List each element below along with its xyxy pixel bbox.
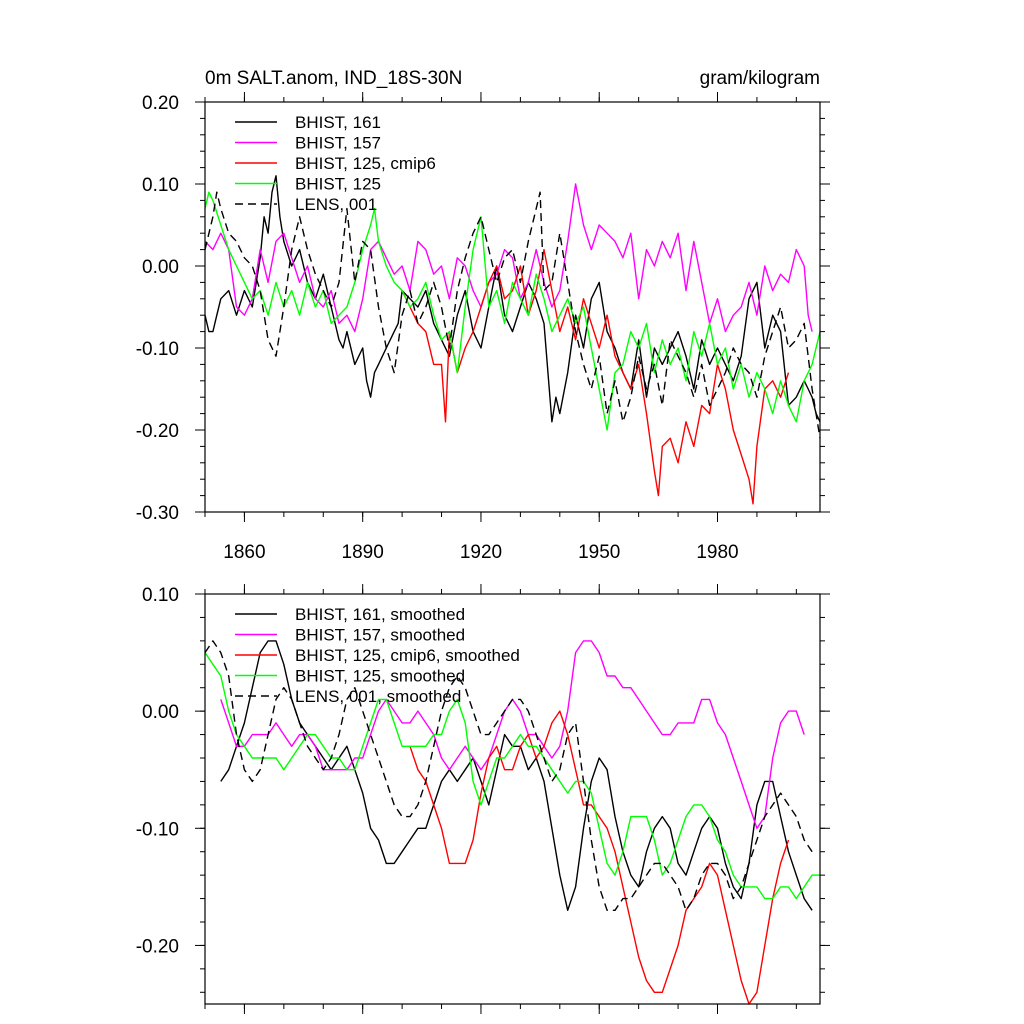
bottom-ticks: 0.10 0.00 -0.10 -0.20	[136, 584, 830, 1014]
bottom-series-line-1	[220, 640, 813, 911]
bottom-series-line-4	[204, 652, 820, 900]
top-x-tick-label: 1920	[460, 542, 502, 563]
top-legend-label-4: BHIST, 125	[295, 175, 381, 194]
bottom-y-tick-label: -0.20	[136, 936, 179, 957]
top-plot-frame	[204, 101, 821, 513]
top-series-line-3	[401, 248, 790, 505]
bottom-legend: BHIST, 161, smoothed BHIST, 157, smoothed…	[235, 605, 520, 706]
bottom-legend-label-4: BHIST, 125, smoothed	[295, 667, 465, 686]
top-x-tick-label: 1860	[223, 542, 265, 563]
top-y-tick-label: -0.10	[136, 339, 179, 360]
bottom-plot-frame	[204, 593, 821, 1005]
top-series-lines	[204, 175, 821, 505]
bottom-y-tick-label: -0.10	[136, 819, 179, 840]
bottom-panel: 0.100.00-0.10-0.20 BHIST, 161, smoothedB…	[136, 584, 830, 1014]
top-chart-units: gram/kilogram	[700, 68, 820, 89]
bottom-legend-label-3: BHIST, 125, cmip6, smoothed	[295, 646, 520, 665]
top-y-tick-label: -0.20	[136, 421, 179, 442]
top-x-tick-label: 1890	[342, 542, 384, 563]
top-y-tick-label: -0.30	[136, 503, 179, 524]
top-legend-label-2: BHIST, 157	[295, 134, 381, 153]
top-legend-label-3: BHIST, 125, cmip6	[295, 154, 436, 173]
bottom-y-tick-label: 0.10	[142, 585, 179, 606]
bottom-legend-label-5: LENS, 001, smoothed	[295, 687, 461, 706]
top-legend-label-1: BHIST, 161	[295, 113, 381, 132]
top-panel: 0m SALT.anom, IND_18S-30N gram/kilogram …	[136, 68, 830, 563]
top-ticks: 0.20 0.10 0.00 -0.10 -0.20 -0.30 1860 1890 1920 1…	[136, 92, 830, 563]
top-series-line-5	[204, 191, 821, 439]
bottom-legend-label-2: BHIST, 157, smoothed	[295, 626, 465, 645]
top-series-line-4	[204, 191, 821, 431]
bottom-series-line-5	[204, 640, 813, 911]
bottom-series-lines	[204, 640, 820, 1005]
top-series-line-2	[204, 183, 813, 333]
top-legend-label-5: LENS, 001	[295, 195, 377, 214]
bottom-series-line-3	[409, 710, 790, 1005]
top-y-tick-label: 0.10	[142, 175, 179, 196]
bottom-y-tick-label: 0.00	[142, 702, 179, 723]
top-chart-title: 0m SALT.anom, IND_18S-30N	[205, 68, 462, 89]
top-y-tick-label: 0.20	[142, 93, 179, 114]
top-x-tick-label: 1980	[696, 542, 738, 563]
bottom-legend-label-1: BHIST, 161, smoothed	[295, 605, 465, 624]
top-x-tick-label: 1950	[578, 542, 620, 563]
top-y-tick-label: 0.00	[142, 257, 179, 278]
